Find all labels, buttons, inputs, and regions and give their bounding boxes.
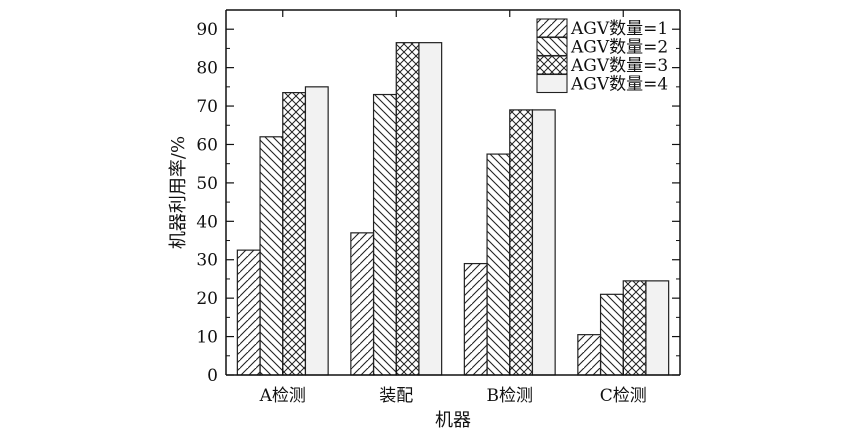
bar (645, 280, 670, 376)
legend-swatch (536, 18, 568, 38)
legend-swatch (536, 36, 568, 57)
x-tick-label: A检测 (259, 386, 306, 406)
y-tick-label: 30 (196, 251, 218, 271)
y-tick-label: 80 (196, 59, 218, 79)
legend-swatch (536, 55, 568, 75)
bar (577, 334, 602, 376)
y-axis-ticks: 0 10 20 30 40 50 60 70 80 90 (196, 20, 680, 386)
bar (259, 136, 284, 376)
x-tick-label: C检测 (600, 386, 647, 406)
bar (350, 232, 375, 376)
y-tick-label: 20 (196, 289, 218, 309)
legend-label: AGV数量=3 (570, 56, 668, 76)
bar (282, 92, 307, 376)
y-tick-label: 0 (207, 366, 218, 386)
y-tick-label: 40 (196, 212, 218, 232)
y-tick-label: 70 (196, 97, 218, 117)
legend-swatch (536, 73, 568, 94)
bar (395, 42, 420, 376)
bar (418, 42, 443, 376)
x-tick-label: 装配 (379, 386, 413, 406)
bar (531, 109, 556, 376)
bar (622, 280, 647, 376)
bar (463, 262, 488, 376)
bar-layer (236, 42, 670, 376)
y-axis-label: 机器利用率/% (168, 136, 189, 249)
y-tick-label: 90 (196, 20, 218, 40)
legend-label: AGV数量=2 (570, 38, 668, 58)
x-axis-label: 机器 (435, 410, 471, 431)
legend-label: AGV数量=4 (570, 75, 668, 95)
bar (304, 86, 329, 376)
y-tick-label: 60 (196, 135, 218, 155)
bar (486, 153, 511, 376)
axes (225, 9, 681, 376)
bar (372, 93, 397, 376)
x-axis-ticks: A检测 装配 B检测 C检测 (259, 10, 647, 406)
x-tick-label: B检测 (487, 386, 534, 406)
bar (509, 109, 534, 376)
legend-label: AGV数量=1 (570, 19, 668, 39)
bar (236, 249, 261, 376)
y-tick-label: 50 (196, 174, 218, 194)
y-tick-label: 10 (196, 328, 218, 348)
bar (599, 293, 624, 376)
